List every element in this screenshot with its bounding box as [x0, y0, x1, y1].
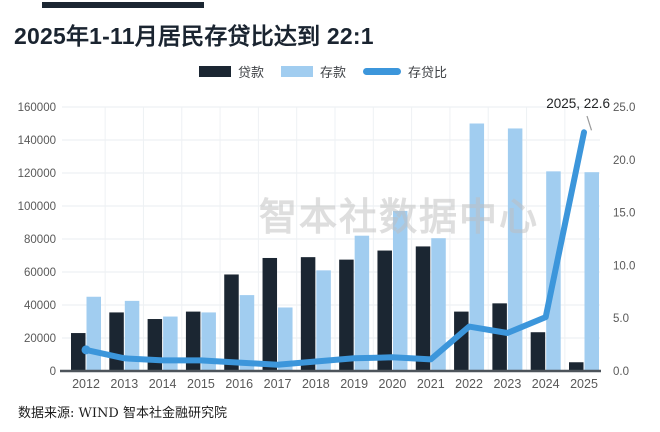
x-axis-tick-label: 2012: [72, 377, 100, 391]
chart-legend: 贷款 存款 存贷比: [199, 62, 447, 80]
legend-label-deposits: 存款: [320, 64, 347, 80]
left-axis-tick-label: 140000: [18, 135, 56, 147]
x-axis-tick-label: 2014: [149, 377, 177, 391]
x-axis-tick-label: 2025: [570, 377, 598, 391]
bar-deposits-2013: [124, 300, 140, 371]
title-accent-bar: [42, 2, 204, 8]
bar-deposits-2015: [201, 312, 216, 371]
left-axis-tick-label: 100000: [18, 201, 56, 213]
line-end-annotation: 2025, 22.6: [546, 96, 610, 111]
ratio-line: [83, 129, 587, 368]
x-axis-tick-label: 2015: [187, 377, 215, 391]
ratio-swatch-icon: [363, 67, 402, 75]
bar-loans-2019: [339, 259, 354, 371]
page-title: 2025年1-11月居民存贷比达到 22:1: [14, 23, 374, 49]
x-axis-tick-label: 2017: [264, 377, 292, 391]
left-axis-tick-label: 0: [50, 366, 56, 378]
bar-loans-2015: [185, 311, 201, 371]
legend-item-deposits: 存款: [281, 62, 346, 81]
bar-loans-2020: [377, 250, 392, 371]
x-axis-tick-label: 2013: [110, 377, 138, 391]
bar-deposits-2016: [239, 295, 255, 371]
ratio-line-start-marker: [81, 345, 91, 355]
data-source-note: 数据来源: WIND 智本社金融研究院: [18, 406, 227, 421]
legend-item-ratio: 存贷比: [363, 62, 447, 81]
bar-loans-2017: [262, 257, 278, 371]
bar-deposits-2019: [354, 235, 370, 371]
left-axis-tick-label: 80000: [24, 234, 56, 246]
x-axis-tick-label: 2021: [417, 377, 445, 391]
bar-loans-2018: [300, 257, 316, 371]
bar-deposits-2022: [469, 123, 485, 371]
left-axis-tick-label: 40000: [24, 300, 56, 312]
deposits-swatch-icon: [281, 65, 314, 77]
loans-swatch-icon: [199, 65, 231, 77]
bar-deposits-2021: [431, 238, 446, 371]
left-axis-tick-label: 120000: [18, 168, 56, 180]
bar-loans-2012: [71, 333, 86, 371]
bar-loans-2021: [415, 246, 431, 371]
bar-deposits-2014: [163, 316, 178, 371]
x-axis-tick-label: 2019: [340, 377, 368, 391]
x-axis-tick-label: 2024: [532, 377, 560, 391]
x-axis-tick-label: 2023: [493, 377, 521, 391]
bar-deposits-2012: [86, 296, 101, 371]
left-axis-tick-label: 60000: [24, 267, 56, 279]
legend-item-loans: 贷款: [199, 62, 264, 81]
bar-deposits-2018: [316, 270, 331, 371]
right-axis-tick-label: 10.0: [613, 260, 635, 272]
bar-deposits-2023: [507, 128, 523, 371]
bar-loans-2023: [492, 303, 507, 371]
right-axis-tick-label: 15.0: [613, 208, 635, 220]
bar-deposits-2017: [278, 307, 293, 371]
x-axis-tick-label: 2020: [379, 377, 407, 391]
right-axis-tick-label: 5.0: [613, 313, 629, 325]
right-axis-tick-label: 0.0: [613, 366, 629, 378]
left-axis-tick-label: 20000: [24, 333, 56, 345]
right-axis-tick-label: 20.0: [613, 155, 635, 167]
x-axis-tick-label: 2016: [225, 377, 253, 391]
bar-loans-2016: [224, 274, 239, 371]
legend-label-ratio: 存贷比: [408, 64, 448, 80]
x-axis-tick-label: 2022: [455, 377, 483, 391]
bar-deposits-2025: [584, 172, 599, 371]
bar-loans-2025: [569, 362, 584, 371]
annotation-callout-line: [586, 115, 593, 131]
x-axis-tick-label: 2018: [302, 377, 330, 391]
bar-loans-2024: [530, 332, 546, 371]
bar-loans-2013: [109, 312, 124, 371]
left-axis-tick-label: 160000: [18, 102, 56, 114]
right-axis-tick-label: 25.0: [613, 102, 635, 114]
legend-label-loans: 贷款: [238, 64, 265, 80]
bar-deposits-2020: [392, 210, 408, 371]
